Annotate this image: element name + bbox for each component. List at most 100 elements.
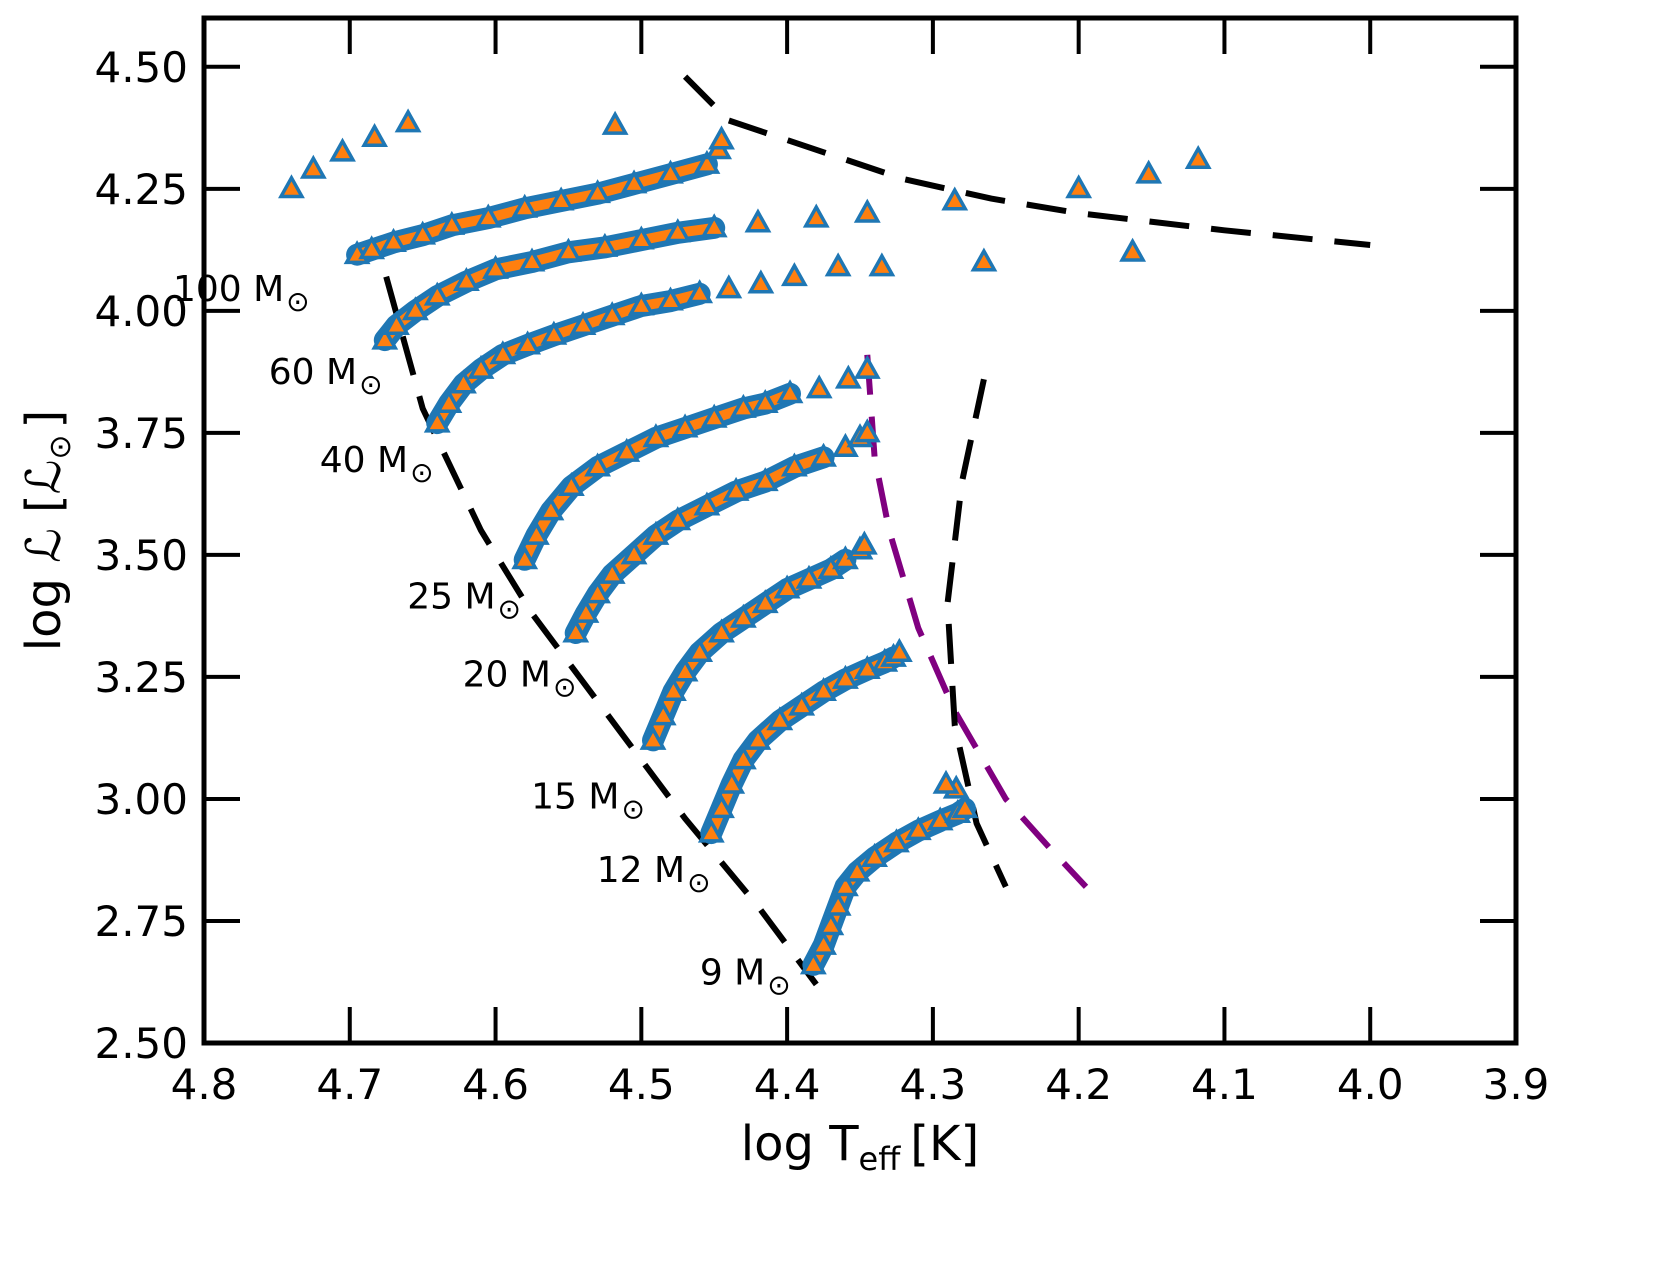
y-tick-label: 2.75 [94,897,188,946]
track-point [751,467,779,492]
track-point [657,286,684,311]
track-point [557,471,585,497]
track-point [868,252,896,277]
track-point [747,269,775,294]
x-tick-label: 4.3 [899,1060,966,1109]
y-tick-label: 3.50 [94,531,188,580]
line-zams [383,275,819,987]
track-point [1065,174,1093,199]
track-point [371,325,399,350]
sun-symbol: ⊙ [687,866,710,899]
track-point [795,564,823,589]
track-point [438,210,466,235]
x-tick-label: 4.8 [171,1060,238,1109]
track-point [686,279,714,304]
x-axis-title: log Teff [K] [741,1116,979,1178]
track-point [358,235,386,260]
track-point [805,374,833,399]
x-tick-label: 4.2 [1045,1060,1112,1109]
track-point [904,816,932,841]
track-point [831,872,859,897]
track-point [883,828,910,853]
track-point [361,122,388,148]
track-band-edge [426,282,711,435]
y-axis-title-main: log ℒ [ℒ [16,460,72,652]
track-25-msun [511,354,881,571]
x-tick-label: 3.9 [1483,1060,1550,1109]
track-point [511,545,539,570]
track-point [1119,237,1147,262]
track-point [708,125,735,150]
track-point [572,598,600,623]
mass-label-9: 9 M [700,952,765,993]
track-point [649,701,677,726]
x-axis-title-sub: eff [859,1140,902,1178]
track-point [639,725,667,750]
y-tick-label: 3.00 [94,775,188,824]
track-point [423,281,451,306]
sun-symbol: ⊙ [553,671,576,704]
track-point [409,220,437,245]
sun-symbol: ⊙ [410,456,433,489]
track-point [751,589,779,614]
x-axis-title-unit: [K] [910,1116,979,1172]
track-point [700,213,728,238]
track-band-edge [802,797,976,976]
track-point [885,637,913,662]
track-point [686,637,714,662]
track-point [329,137,356,162]
track-point [299,154,327,179]
track-point [926,806,954,831]
track-point [932,769,960,794]
y-axis-title: log ℒ [ℒ⊙] [16,410,78,651]
track-point [697,818,725,843]
track-point [1135,159,1163,184]
y-axis-title-end: ] [16,410,72,429]
track-point [601,110,629,135]
track-point [831,664,859,689]
track-band-edge [373,216,726,352]
track-point [751,389,779,414]
track-point [657,159,684,184]
model-lines [383,74,1371,987]
track-point [853,655,881,680]
track-point [482,254,509,279]
track-point [776,379,804,404]
track-point [569,310,597,335]
mass-label-40: 40 M [320,440,408,481]
track-point [773,574,801,599]
track-point [450,369,477,394]
mass-label-15: 15 M [531,777,619,818]
sun-symbol: ⊙ [621,793,644,826]
track-point [708,618,735,643]
track-point [474,203,502,228]
track-point [671,413,699,438]
track-point [861,842,889,867]
track-point [562,618,590,643]
track-band-edge [700,646,905,845]
track-40-msun [423,247,998,435]
mass-label-100: 100 M [173,269,284,310]
y-tick-label: 4.50 [94,43,188,92]
axis-titles: log Teff [K] log ℒ [ℒ⊙] [16,410,979,1178]
x-tick-label: 4.0 [1337,1060,1404,1109]
track-point [810,676,837,702]
track-point [780,262,808,287]
track-point [664,218,692,243]
track-point [744,725,772,750]
track-point [1184,144,1212,169]
track-point [547,186,575,211]
track-point [810,442,837,467]
track-point [780,452,808,477]
track-point [394,108,422,133]
track-point [810,930,837,955]
track-point [693,149,721,174]
track-point [664,506,692,531]
track-point [620,540,648,565]
y-tick-label: 3.25 [94,653,188,702]
track-point [380,227,407,252]
track-point [853,198,881,223]
track-point [435,389,463,414]
plot-frame [201,15,1519,1046]
track-20-msun [562,418,881,644]
